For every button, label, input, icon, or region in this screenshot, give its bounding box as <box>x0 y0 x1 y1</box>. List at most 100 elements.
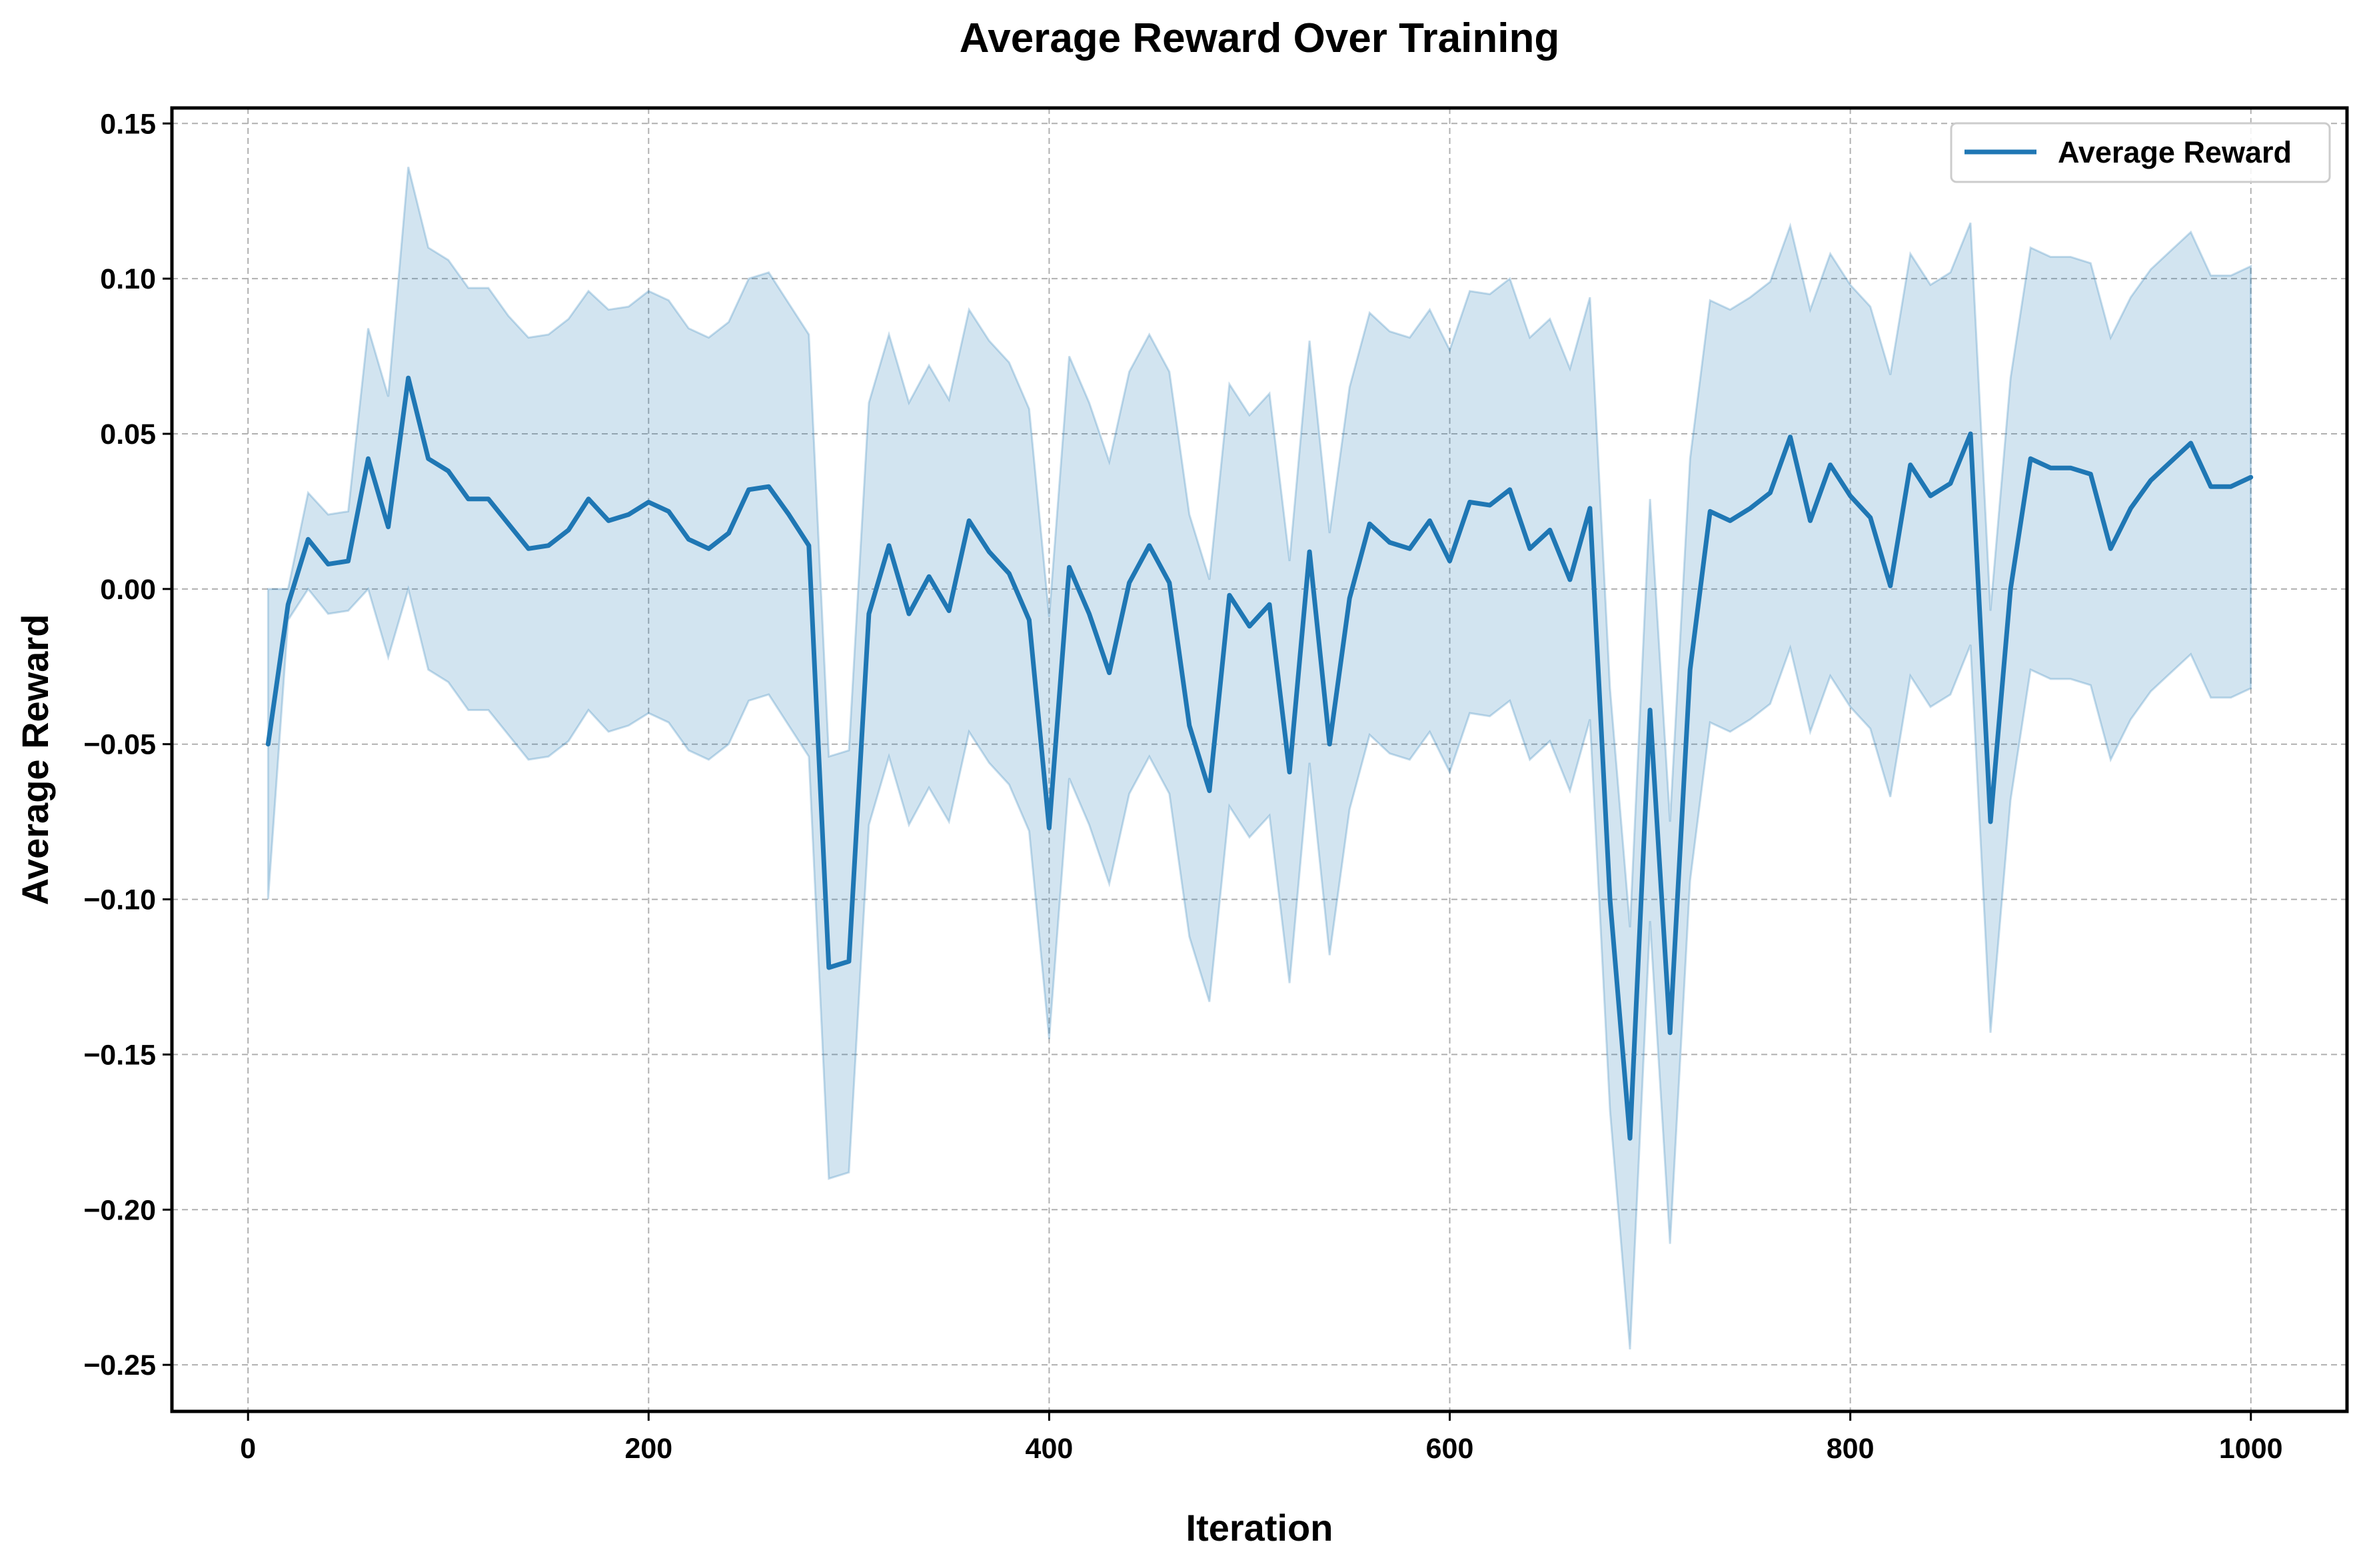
data-point <box>1187 723 1192 728</box>
data-point <box>1167 580 1172 586</box>
x-tick-label: 800 <box>1827 1433 1875 1465</box>
y-tick-label: −0.20 <box>83 1194 156 1226</box>
y-tick-label: −0.05 <box>83 729 156 761</box>
data-point <box>1848 493 1853 498</box>
data-point <box>1968 431 1973 436</box>
x-tick-label: 0 <box>240 1433 256 1465</box>
data-point <box>726 530 732 536</box>
data-point <box>646 500 651 505</box>
data-point <box>1928 493 1933 498</box>
data-point <box>1347 596 1352 601</box>
data-point <box>1788 434 1793 440</box>
data-point <box>406 375 411 381</box>
data-point <box>325 562 331 567</box>
data-point <box>2008 586 2013 592</box>
y-axis-label: Average Reward <box>14 614 56 906</box>
y-tick-label: 0.05 <box>100 418 156 450</box>
x-tick-label: 200 <box>624 1433 672 1465</box>
data-point <box>1006 571 1012 576</box>
data-point <box>1087 611 1092 616</box>
data-point <box>566 527 571 532</box>
data-point <box>305 536 311 542</box>
data-point <box>1387 540 1392 545</box>
chart-title: Average Reward Over Training <box>960 15 1559 61</box>
data-point <box>886 543 892 548</box>
data-point <box>1547 527 1553 532</box>
data-point <box>2148 478 2154 483</box>
y-tick-label: −0.15 <box>83 1039 156 1071</box>
data-point <box>265 742 271 747</box>
data-point <box>986 549 992 554</box>
data-point <box>1988 819 1993 824</box>
data-point <box>486 496 491 502</box>
y-tick-label: −0.25 <box>83 1349 156 1381</box>
data-point <box>1767 490 1773 496</box>
legend-label: Average Reward <box>2058 135 2292 169</box>
data-point <box>2208 484 2214 489</box>
data-point <box>1908 462 1913 468</box>
data-point <box>1327 742 1332 747</box>
data-point <box>426 456 431 461</box>
data-point <box>606 518 611 523</box>
data-point <box>1948 481 1953 486</box>
data-point <box>1067 564 1072 570</box>
data-point <box>1507 487 1513 492</box>
legend: Average Reward <box>1950 122 2331 183</box>
reward-series <box>265 375 2254 1141</box>
data-point <box>926 574 932 579</box>
data-point <box>506 521 511 526</box>
data-point <box>2048 465 2053 470</box>
x-tick-label: 400 <box>1026 1433 1074 1465</box>
data-point <box>1587 506 1593 511</box>
data-point <box>2108 546 2113 551</box>
x-tick-label: 600 <box>1426 1433 1474 1465</box>
legend-box <box>1950 122 2331 183</box>
data-point <box>1627 1136 1633 1141</box>
data-point <box>1647 708 1653 713</box>
data-point <box>1407 546 1412 551</box>
data-point <box>2088 472 2093 477</box>
data-point <box>1287 770 1292 775</box>
y-tick-label: −0.10 <box>83 884 156 916</box>
data-point <box>1808 518 1813 523</box>
data-point <box>526 546 531 551</box>
y-tick-label: 0.15 <box>100 108 156 140</box>
data-point <box>2188 440 2194 446</box>
data-point <box>1487 502 1493 508</box>
data-point <box>1667 1030 1673 1036</box>
data-point <box>806 543 812 548</box>
reward-confidence-band <box>267 167 2252 1350</box>
data-point <box>2168 459 2174 464</box>
data-point <box>386 524 391 530</box>
data-point <box>1247 624 1252 629</box>
data-point <box>666 508 671 514</box>
data-point <box>346 558 351 564</box>
data-point <box>746 487 752 492</box>
data-point <box>846 959 852 964</box>
data-point <box>2248 474 2254 480</box>
data-point <box>766 484 772 489</box>
data-point <box>1367 521 1372 526</box>
data-point <box>1046 826 1052 831</box>
data-point <box>906 611 912 616</box>
data-point <box>1868 515 1873 520</box>
data-point <box>1107 670 1112 676</box>
y-axis-ticks: −0.25 −0.20 −0.15 −0.10 −0.05 0.00 0.05 0.10 0.1… <box>83 108 172 1381</box>
plot-frame <box>170 106 2349 1413</box>
data-point <box>706 546 712 551</box>
data-point <box>1567 577 1573 582</box>
data-point <box>826 965 832 970</box>
data-point <box>2068 465 2073 470</box>
data-point <box>1727 518 1733 523</box>
data-point <box>446 468 451 474</box>
data-point <box>1467 500 1473 505</box>
x-tick-label: 1000 <box>2219 1433 2283 1465</box>
data-point <box>626 512 631 517</box>
data-point <box>2228 484 2234 489</box>
average-reward-line <box>265 375 2254 1141</box>
data-point <box>946 608 952 614</box>
data-point <box>1607 897 1613 902</box>
reward-band-area <box>267 167 2252 1350</box>
data-point <box>1026 617 1032 622</box>
data-point <box>285 602 291 607</box>
